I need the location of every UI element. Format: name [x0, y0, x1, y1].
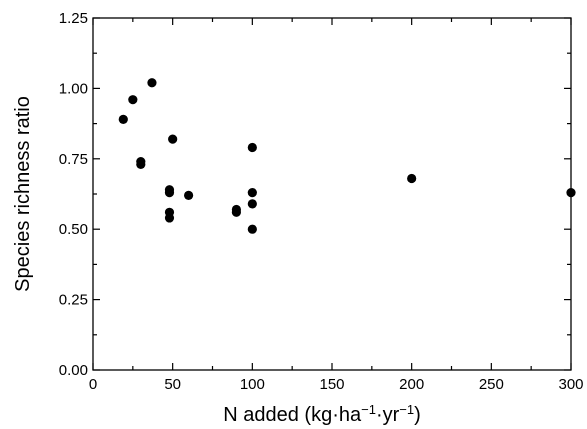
x-axis-label-part: N added (kg·ha [223, 404, 362, 426]
data-point [147, 78, 157, 88]
y-tick-label: 0.75 [59, 151, 88, 168]
x-axis-label: N added (kg·ha−1·yr−1) [223, 402, 421, 427]
x-axis-label-part: ) [414, 404, 421, 426]
y-axis-label: Species richness ratio [12, 96, 34, 292]
y-tick-label: 1.25 [59, 10, 88, 27]
data-point [184, 190, 194, 201]
data-point [168, 134, 178, 144]
y-tick-label: 0.50 [59, 221, 88, 238]
data-point [128, 95, 138, 105]
x-axis-label-superscript: −1 [361, 402, 376, 417]
data-point [247, 142, 257, 153]
data-point [164, 187, 175, 198]
data-point [407, 173, 417, 184]
data-point [247, 187, 257, 198]
x-tick-label: 250 [479, 376, 504, 393]
data-point [231, 207, 241, 217]
data-point [164, 213, 175, 223]
data-point [136, 159, 146, 170]
x-tick-label: 200 [399, 376, 424, 393]
data-point-layer [118, 78, 576, 234]
data-point [247, 224, 257, 234]
x-axis-label-part: ·yr [376, 404, 400, 426]
y-tick-label: 0.00 [59, 362, 88, 379]
x-tick-label: 150 [319, 376, 344, 393]
x-tick-label: 300 [558, 376, 583, 393]
x-tick-label: 0 [89, 376, 97, 393]
x-tick-label: 50 [164, 376, 181, 393]
y-tick-label: 1.00 [59, 80, 88, 97]
x-axis-label-superscript: −1 [399, 402, 414, 417]
data-point [118, 114, 128, 124]
x-tick-label: 100 [240, 376, 265, 393]
y-tick-label: 0.25 [59, 292, 88, 309]
tick-layer: 0 50 100 150 200 250 300 0.00 0.25 0.50 0.75 1.00 1.… [59, 10, 584, 393]
data-point [247, 199, 257, 209]
plot-frame [92, 17, 572, 371]
